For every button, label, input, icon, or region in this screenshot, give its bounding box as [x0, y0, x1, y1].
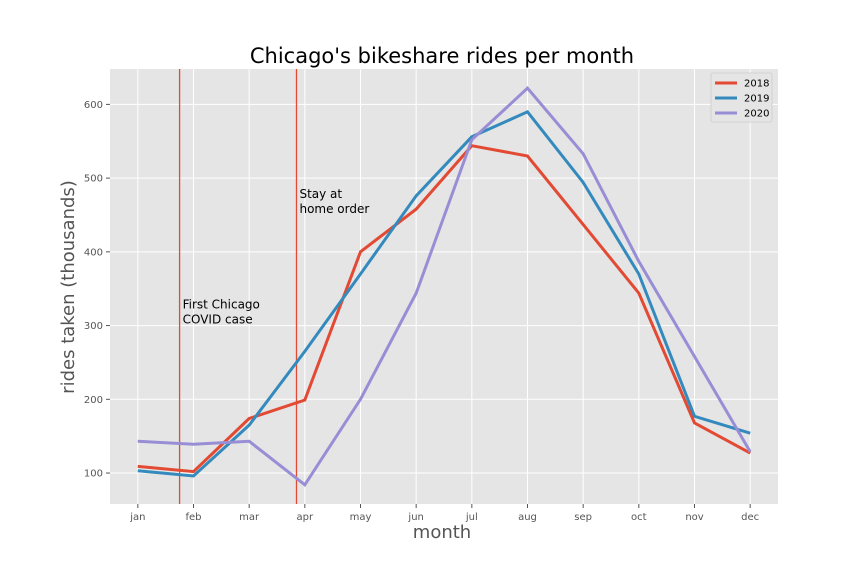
legend-box: [710, 72, 773, 123]
x-tick-label: jun: [407, 512, 423, 523]
series-line-2019: [137, 109, 751, 478]
legend-label: 2018: [744, 79, 769, 90]
series-line-2020: [137, 86, 752, 487]
y-tick-labels: 100 200 300 400 500 600: [84, 100, 110, 480]
y-axis-title: rides taken (thousands): [58, 180, 79, 394]
x-tick-label: apr: [297, 512, 314, 523]
series-lines: [137, 86, 752, 487]
chart-title: Chicago's bikeshare rides per month: [250, 44, 634, 68]
y-tick-label: 600: [84, 100, 103, 111]
plot-area: [110, 69, 778, 504]
x-tick-label: jan: [129, 512, 145, 523]
x-tick-label: dec: [741, 512, 759, 523]
legend-label: 2019: [744, 94, 769, 105]
x-tick-label: feb: [185, 512, 201, 523]
x-tick-label: jul: [465, 512, 478, 523]
event-lines: [178, 69, 298, 504]
x-tick-label: oct: [631, 512, 647, 523]
x-axis-title: month: [413, 522, 471, 543]
x-tick-label: aug: [518, 512, 537, 523]
y-tick-label: 400: [84, 247, 103, 258]
legend: 2018 2019 2020: [710, 72, 773, 123]
x-tick-label: mar: [239, 512, 260, 523]
y-tick-label: 300: [84, 321, 103, 332]
legend-label: 2020: [744, 109, 769, 120]
event-annotation: Stay at home order: [299, 187, 369, 216]
x-tick-label: may: [350, 512, 372, 523]
x-tick-label: sep: [574, 512, 592, 523]
y-tick-label: 100: [84, 469, 103, 480]
annotations: First Chicago COVID case Stay at home order: [183, 187, 370, 327]
event-annotation: First Chicago COVID case: [183, 298, 260, 327]
y-tick-label: 200: [84, 395, 103, 406]
series-line-2018: [137, 144, 751, 474]
y-tick-label: 500: [84, 174, 103, 185]
x-tick-labels: jan feb mar apr may jun jul aug sep oct nov dec: [129, 504, 759, 523]
x-tick-label: nov: [685, 512, 703, 523]
